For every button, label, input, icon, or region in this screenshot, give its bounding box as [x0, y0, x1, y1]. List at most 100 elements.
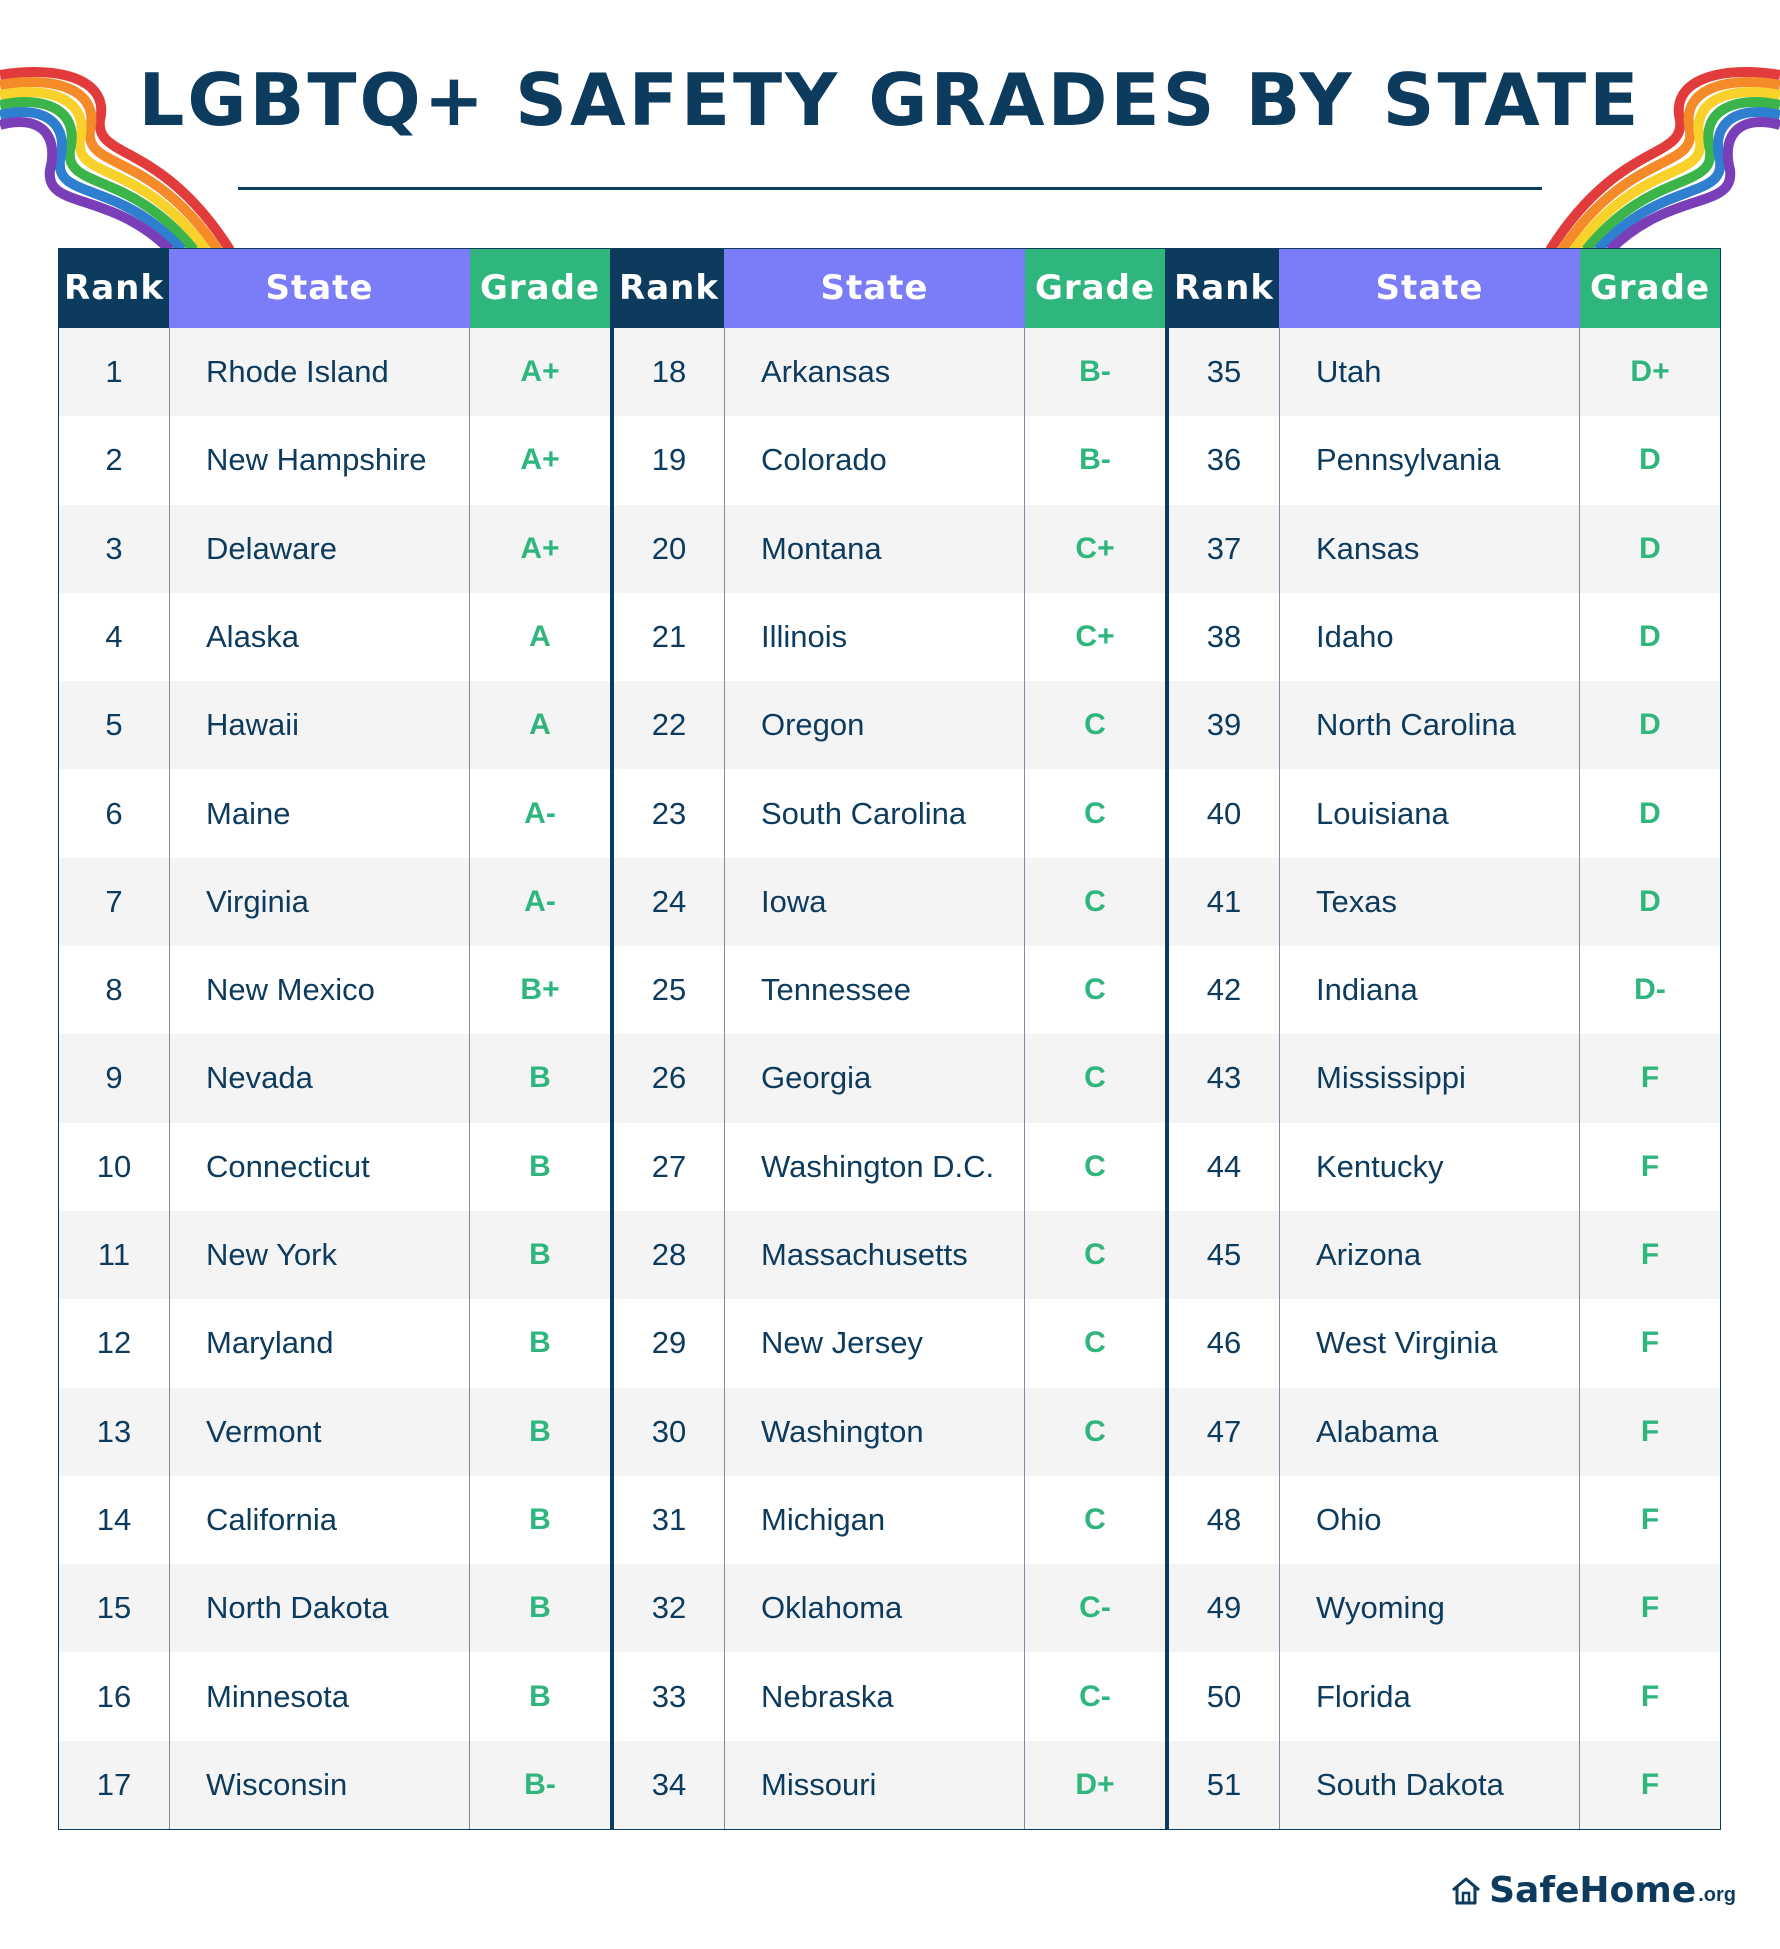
header-grade: Grade	[470, 249, 610, 328]
grade-cell: F	[1640, 1326, 1660, 1360]
table-row: 20 Montana C+	[614, 504, 1165, 593]
state-cell: South Dakota	[1280, 1740, 1580, 1829]
table-block-3: Rank State Grade 35 Utah D+ 36 Pennsylvania D…	[1165, 249, 1720, 1829]
state-cell: Tennessee	[725, 946, 1025, 1035]
state-cell: Iowa	[725, 857, 1025, 947]
state-cell: Virginia	[170, 857, 470, 947]
state-cell: Washington	[725, 1387, 1025, 1476]
table-row: 5 Hawaii A	[59, 681, 610, 770]
rank-cell: 27	[614, 1122, 725, 1211]
state-cell: Washington D.C.	[725, 1122, 1025, 1211]
header-state: State	[169, 249, 470, 328]
table-row: 25 Tennessee C	[614, 946, 1165, 1035]
grade-cell: F	[1640, 1238, 1660, 1272]
state-cell: Alaska	[170, 592, 470, 682]
state-cell: Nevada	[170, 1034, 470, 1123]
state-cell: South Carolina	[725, 769, 1025, 858]
rank-cell: 25	[614, 946, 725, 1035]
table-row: 16 Minnesota B	[59, 1652, 610, 1741]
grade-cell: B-	[1079, 355, 1111, 389]
table-row: 13 Vermont B	[59, 1387, 610, 1476]
rank-cell: 10	[59, 1122, 170, 1211]
grade-cell: A-	[524, 796, 556, 830]
state-cell: Vermont	[170, 1387, 470, 1476]
rank-cell: 7	[59, 857, 170, 947]
header-rank: Rank	[614, 249, 724, 328]
state-cell: Nebraska	[725, 1652, 1025, 1741]
table-row: 49 Wyoming F	[1169, 1564, 1720, 1653]
table-row: 40 Louisiana D	[1169, 769, 1720, 858]
grade-cell: B	[529, 1149, 551, 1183]
rank-cell: 13	[59, 1387, 170, 1476]
state-cell: West Virginia	[1280, 1299, 1580, 1388]
state-cell: Missouri	[725, 1740, 1025, 1829]
rank-cell: 28	[614, 1210, 725, 1300]
state-cell: Utah	[1280, 327, 1580, 417]
grade-cell: A+	[520, 443, 560, 477]
grade-cell: D	[1639, 443, 1661, 477]
rank-cell: 36	[1169, 416, 1280, 505]
grade-cell: B	[529, 1061, 551, 1095]
rank-cell: 40	[1169, 769, 1280, 858]
rank-cell: 16	[59, 1652, 170, 1741]
grade-cell: C	[1084, 1061, 1106, 1095]
rank-cell: 30	[614, 1387, 725, 1476]
header-grade: Grade	[1025, 249, 1165, 328]
logo-tld: .org	[1698, 1884, 1736, 1906]
table-row: 42 Indiana D-	[1169, 946, 1720, 1035]
table-row: 3 Delaware A+	[59, 504, 610, 593]
grade-cell: B+	[520, 973, 560, 1007]
table-row: 41 Texas D	[1169, 857, 1720, 947]
grade-cell: F	[1640, 1502, 1660, 1536]
grade-cell: F	[1640, 1414, 1660, 1448]
table-row: 28 Massachusetts C	[614, 1210, 1165, 1300]
table-row: 43 Mississippi F	[1169, 1034, 1720, 1123]
table-row: 24 Iowa C	[614, 857, 1165, 947]
table-row: 22 Oregon C	[614, 681, 1165, 770]
table-row: 8 New Mexico B+	[59, 946, 610, 1035]
logo-name: SafeHome	[1489, 1870, 1697, 1911]
state-cell: Louisiana	[1280, 769, 1580, 858]
rank-cell: 20	[614, 504, 725, 593]
grade-cell: C	[1084, 1238, 1106, 1272]
table-row: 14 California B	[59, 1475, 610, 1565]
state-cell: Texas	[1280, 857, 1580, 947]
state-cell: Alabama	[1280, 1387, 1580, 1476]
table-row: 46 West Virginia F	[1169, 1299, 1720, 1388]
grade-cell: B	[529, 1326, 551, 1360]
state-cell: Minnesota	[170, 1652, 470, 1741]
grade-cell: A+	[520, 531, 560, 565]
rank-cell: 47	[1169, 1387, 1280, 1476]
state-cell: Florida	[1280, 1652, 1580, 1741]
table-row: 32 Oklahoma C-	[614, 1564, 1165, 1653]
rank-cell: 18	[614, 327, 725, 417]
state-cell: Indiana	[1280, 946, 1580, 1035]
state-cell: Maryland	[170, 1299, 470, 1388]
table-row: 31 Michigan C	[614, 1475, 1165, 1565]
table-row: 12 Maryland B	[59, 1299, 610, 1388]
state-cell: Hawaii	[170, 681, 470, 770]
table-row: 27 Washington D.C. C	[614, 1122, 1165, 1211]
table-row: 34 Missouri D+	[614, 1740, 1165, 1829]
header-grade: Grade	[1580, 249, 1720, 328]
table-row: 39 North Carolina D	[1169, 681, 1720, 770]
state-cell: Wyoming	[1280, 1564, 1580, 1653]
state-cell: Idaho	[1280, 592, 1580, 682]
grade-cell: D-	[1634, 973, 1666, 1007]
table-row: 4 Alaska A	[59, 592, 610, 682]
grade-cell: F	[1640, 1767, 1660, 1801]
table-row: 1 Rhode Island A+	[59, 327, 610, 417]
table-row: 18 Arkansas B-	[614, 327, 1165, 417]
state-cell: New York	[170, 1210, 470, 1300]
header-state: State	[724, 249, 1025, 328]
rank-cell: 34	[614, 1740, 725, 1829]
table-block-2: Rank State Grade 18 Arkansas B- 19 Colorado B…	[610, 249, 1165, 1829]
rank-cell: 51	[1169, 1740, 1280, 1829]
safehome-logo: SafeHome .org	[1449, 1870, 1736, 1911]
header-rank: Rank	[1169, 249, 1279, 328]
grade-cell: D+	[1075, 1767, 1115, 1801]
rank-cell: 12	[59, 1299, 170, 1388]
rank-cell: 33	[614, 1652, 725, 1741]
grade-cell: B	[529, 1238, 551, 1272]
state-cell: Ohio	[1280, 1475, 1580, 1565]
